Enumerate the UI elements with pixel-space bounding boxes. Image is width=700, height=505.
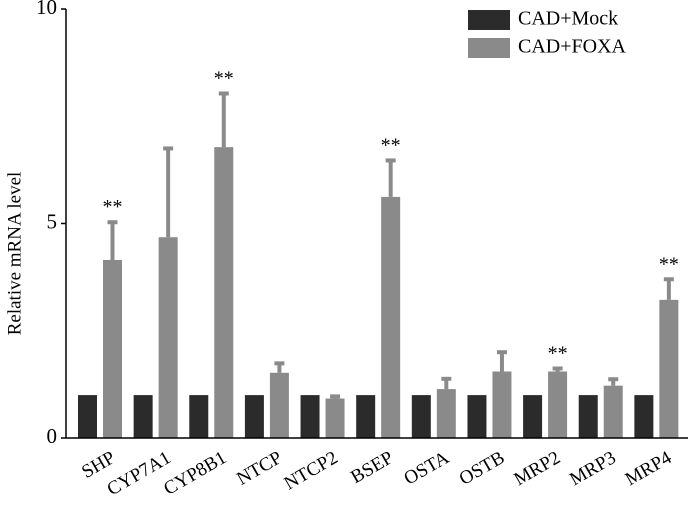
category-label-mrp3: MRP3 — [566, 447, 619, 490]
bar-cad-mock-bsep — [356, 395, 376, 438]
category-label-ntcp: NTCP — [233, 447, 286, 489]
significance-marker-mrp2: ** — [548, 343, 568, 365]
bar-cad-mock-ntcp — [244, 395, 264, 438]
bar-cad-mock-cyp7a1 — [133, 395, 153, 438]
category-label-ostb: OSTB — [456, 447, 509, 489]
bar-cad-mock-cyp8b1 — [189, 395, 209, 438]
bar-cad-mock-mrp4 — [634, 395, 654, 438]
legend-swatch-cad-foxa — [468, 38, 510, 58]
y-axis-title: Relative mRNA level — [4, 172, 25, 336]
category-label-ntcp2: NTCP2 — [281, 447, 342, 494]
y-ticks-layer: 0 5 10 — [36, 0, 66, 448]
y-tick-label-10: 10 — [36, 0, 57, 19]
bar-cad-foxa-mrp3 — [603, 385, 623, 438]
bar-cad-foxa-ntcp2 — [325, 398, 345, 438]
bar-cad-foxa-ostb — [492, 371, 512, 438]
significance-layer: ** ** ** ** ** — [103, 68, 679, 365]
significance-marker-bsep: ** — [381, 134, 401, 156]
bar-cad-foxa-cyp8b1 — [214, 147, 234, 438]
y-tick-label-5: 5 — [47, 209, 58, 233]
y-tick-label-0: 0 — [47, 424, 58, 448]
significance-marker-shp: ** — [103, 196, 123, 218]
bar-cad-foxa-shp — [103, 259, 122, 438]
bar-cad-mock-shp — [78, 395, 97, 438]
legend-label-cad-mock: CAD+Mock — [518, 8, 618, 30]
legend-label-cad-foxa: CAD+FOXA — [518, 36, 627, 58]
bar-cad-mock-mrp2 — [523, 395, 543, 438]
category-label-osta: OSTA — [401, 447, 453, 489]
category-label-cyp7a1: CYP7A1 — [104, 447, 175, 500]
bar-cad-mock-mrp3 — [578, 395, 598, 438]
category-label-bsep: BSEP — [347, 447, 397, 488]
significance-marker-mrp4: ** — [659, 253, 679, 275]
bar-cad-foxa-mrp2 — [548, 371, 568, 438]
bar-cad-mock-osta — [411, 395, 431, 438]
category-label-cyp8b1: CYP8B1 — [160, 447, 230, 500]
bar-cad-foxa-bsep — [381, 196, 401, 438]
error-bars-layer — [107, 91, 674, 399]
bar-cad-mock-ntcp2 — [300, 395, 320, 438]
legend: CAD+Mock CAD+FOXA — [468, 8, 627, 58]
legend-swatch-cad-mock — [468, 10, 510, 30]
category-label-mrp2: MRP2 — [510, 447, 563, 490]
significance-marker-cyp8b1: ** — [214, 68, 234, 90]
bar-cad-foxa-ntcp — [269, 372, 289, 438]
bar-cad-mock-ostb — [467, 395, 487, 438]
bar-cad-foxa-cyp7a1 — [158, 237, 178, 438]
category-label-mrp4: MRP4 — [622, 447, 676, 490]
bars-layer — [78, 147, 679, 438]
bar-cad-foxa-mrp4 — [659, 299, 679, 438]
bar-cad-foxa-osta — [436, 389, 456, 438]
